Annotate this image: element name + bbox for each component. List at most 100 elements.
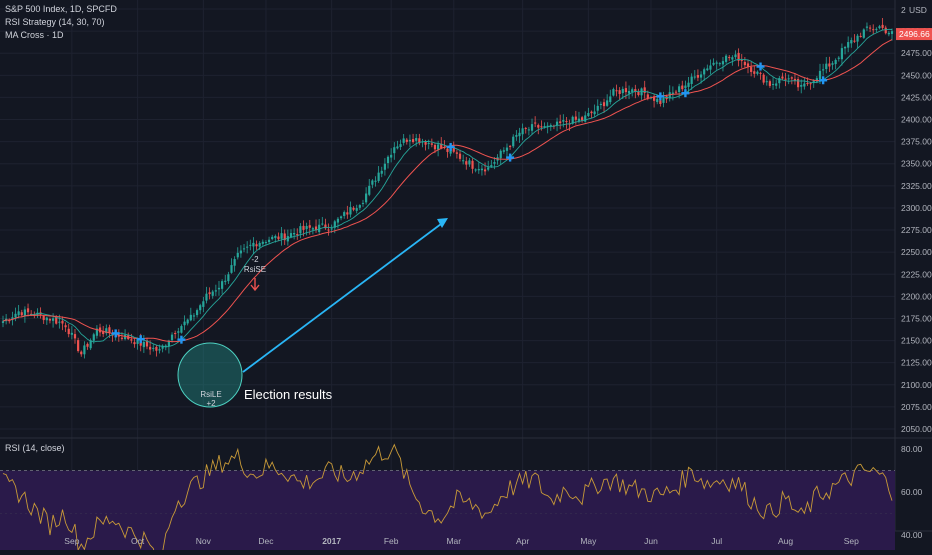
candle[interactable]: [221, 279, 224, 294]
candle[interactable]: [361, 199, 365, 207]
candle[interactable]: [393, 142, 396, 160]
candle[interactable]: [465, 156, 468, 170]
candle[interactable]: [505, 143, 509, 158]
candle[interactable]: [775, 79, 778, 89]
candle[interactable]: [859, 32, 862, 38]
candle[interactable]: [822, 63, 825, 76]
candle[interactable]: [612, 87, 615, 97]
candle[interactable]: [174, 330, 177, 339]
candle[interactable]: [590, 110, 593, 119]
candle[interactable]: [86, 342, 89, 350]
candle[interactable]: [803, 77, 806, 90]
candle[interactable]: [380, 166, 383, 178]
candle[interactable]: [609, 89, 612, 105]
candle[interactable]: [872, 24, 875, 35]
candle[interactable]: [681, 80, 684, 92]
candle[interactable]: [762, 73, 765, 85]
candle[interactable]: [346, 205, 349, 219]
candle[interactable]: [155, 344, 158, 357]
candle[interactable]: [386, 155, 390, 169]
candle[interactable]: [712, 58, 715, 67]
candle[interactable]: [192, 313, 196, 321]
cross-marker[interactable]: [111, 329, 120, 338]
candle[interactable]: [734, 50, 737, 60]
candle[interactable]: [8, 318, 11, 324]
cross-marker[interactable]: [681, 89, 690, 98]
candle[interactable]: [512, 134, 515, 149]
candle[interactable]: [834, 58, 837, 70]
candle[interactable]: [271, 234, 274, 241]
candle[interactable]: [408, 134, 412, 148]
candle[interactable]: [418, 133, 421, 146]
candle[interactable]: [662, 91, 665, 108]
candle[interactable]: [267, 236, 271, 244]
candle[interactable]: [217, 280, 221, 296]
candle[interactable]: [840, 43, 844, 66]
rsi-line[interactable]: [2, 443, 893, 555]
candle[interactable]: [753, 65, 756, 78]
candle[interactable]: [365, 187, 368, 205]
candle[interactable]: [390, 148, 393, 163]
candle[interactable]: [718, 62, 721, 67]
candle[interactable]: [42, 315, 45, 324]
candle[interactable]: [627, 85, 631, 100]
candle[interactable]: [296, 228, 299, 240]
candle[interactable]: [283, 229, 286, 245]
candle[interactable]: [759, 71, 762, 80]
candle[interactable]: [377, 166, 380, 183]
candle[interactable]: [152, 344, 155, 352]
candle[interactable]: [765, 76, 768, 86]
candle[interactable]: [728, 54, 731, 61]
candle[interactable]: [77, 337, 80, 353]
candle[interactable]: [352, 206, 355, 212]
candle[interactable]: [411, 133, 415, 144]
candle[interactable]: [95, 325, 99, 339]
candle[interactable]: [415, 133, 418, 147]
candle[interactable]: [565, 117, 568, 129]
candle[interactable]: [224, 274, 227, 285]
candle[interactable]: [527, 126, 530, 136]
candle[interactable]: [865, 22, 869, 31]
candle[interactable]: [252, 237, 255, 254]
candle[interactable]: [618, 87, 621, 101]
candle[interactable]: [70, 326, 73, 340]
candle[interactable]: [809, 82, 812, 90]
candle[interactable]: [170, 332, 174, 343]
candle[interactable]: [828, 56, 831, 72]
candle[interactable]: [793, 73, 797, 85]
candle[interactable]: [699, 71, 703, 84]
candle[interactable]: [314, 219, 318, 233]
candle[interactable]: [89, 338, 92, 351]
cross-marker[interactable]: [656, 92, 665, 101]
candle[interactable]: [890, 28, 894, 41]
candle[interactable]: [537, 123, 540, 135]
candle[interactable]: [750, 61, 753, 77]
candle[interactable]: [796, 76, 800, 91]
candle[interactable]: [80, 350, 83, 357]
candle[interactable]: [293, 228, 296, 240]
candle[interactable]: [343, 210, 346, 219]
candle[interactable]: [737, 48, 740, 67]
candle[interactable]: [856, 33, 859, 48]
candle[interactable]: [509, 144, 512, 150]
candle[interactable]: [299, 223, 302, 239]
candle[interactable]: [487, 160, 490, 172]
candle[interactable]: [606, 94, 609, 107]
candle[interactable]: [339, 215, 343, 221]
candle[interactable]: [246, 241, 249, 254]
candle[interactable]: [581, 115, 584, 123]
candle[interactable]: [518, 127, 521, 143]
candle[interactable]: [721, 57, 725, 72]
candle[interactable]: [768, 79, 772, 88]
candle[interactable]: [446, 147, 449, 158]
candle[interactable]: [336, 217, 340, 229]
candle[interactable]: [593, 104, 596, 118]
candle[interactable]: [850, 37, 853, 48]
candle[interactable]: [458, 149, 462, 162]
candle[interactable]: [374, 176, 377, 187]
candle[interactable]: [239, 245, 243, 258]
candle[interactable]: [14, 307, 17, 322]
candle[interactable]: [23, 306, 27, 323]
candle[interactable]: [534, 116, 537, 128]
